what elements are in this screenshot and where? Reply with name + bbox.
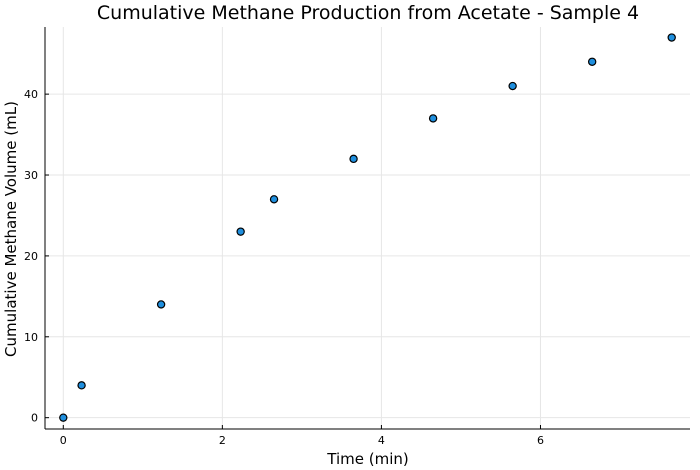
y-tick-label: 0: [31, 412, 38, 425]
x-tick-label: 0: [60, 434, 67, 447]
data-point: [508, 81, 517, 91]
data-point: [156, 300, 166, 309]
x-tick-label: 6: [537, 434, 544, 447]
data-point: [236, 227, 245, 236]
y-tick-label: 10: [24, 331, 38, 344]
chart-title: Cumulative Methane Production from Aceta…: [97, 2, 639, 24]
x-axis-label: Time (min): [326, 450, 408, 468]
grid-layer: [45, 27, 690, 429]
data-point: [77, 381, 86, 390]
ticks-layer: 0 2 4 6 0 10 20 30 40: [24, 88, 544, 447]
y-axis-label: Cumulative Methane Volume (mL): [2, 101, 20, 357]
data-point: [269, 195, 279, 204]
data-point: [587, 57, 597, 66]
data-point: [349, 154, 358, 164]
y-tick-label: 40: [24, 88, 38, 101]
data-point: [667, 33, 676, 42]
data-point: [428, 114, 438, 123]
points-layer: [59, 33, 676, 422]
data-point: [59, 413, 68, 422]
y-tick-label: 30: [24, 169, 38, 182]
y-tick-label: 20: [24, 250, 38, 263]
x-tick-label: 4: [378, 434, 385, 447]
axes-layer: [44, 27, 690, 430]
x-tick-label: 2: [219, 434, 226, 447]
